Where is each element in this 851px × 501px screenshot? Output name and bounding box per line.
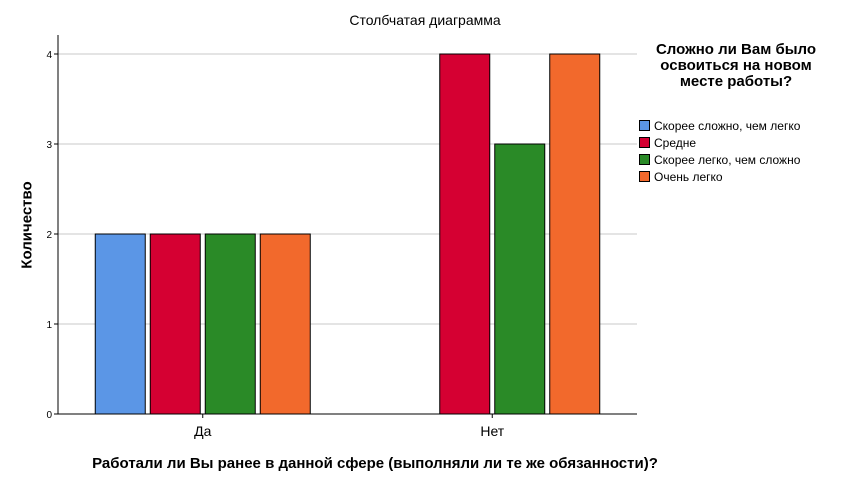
legend-label: Скорее сложно, чем легко (654, 118, 801, 133)
y-axis-label: Количество (18, 181, 36, 269)
bar (204, 233, 256, 415)
bar (259, 233, 311, 415)
bar (439, 53, 491, 415)
legend-item: Средне (639, 134, 800, 151)
legend-item: Скорее сложно, чем легко (639, 117, 800, 134)
x-axis-label: Работали ли Вы ранее в данной сфере (вып… (92, 455, 658, 472)
y-tick-label: 3 (46, 140, 52, 151)
x-tick-label: Нет (480, 423, 504, 439)
legend-swatch (639, 171, 650, 182)
legend-swatch (639, 137, 650, 148)
bar (494, 143, 546, 415)
bar (94, 233, 146, 415)
legend-label: Средне (654, 135, 697, 150)
legend-swatch (639, 154, 650, 165)
legend: Скорее сложно, чем легко Средне Скорее лег… (639, 117, 800, 185)
x-tick-label: Да (194, 423, 211, 439)
y-tick-label: 0 (46, 410, 52, 421)
legend-item: Скорее легко, чем сложно (639, 151, 800, 168)
legend-label: Очень легко (654, 169, 723, 184)
legend-label: Скорее легко, чем сложно (654, 152, 801, 167)
bar (549, 53, 601, 415)
y-tick-label: 4 (46, 50, 52, 61)
legend-swatch (639, 120, 650, 131)
legend-title: Сложно ли Вам было освоиться на новом ме… (655, 41, 817, 90)
bar (149, 233, 201, 415)
legend-item: Очень легко (639, 168, 800, 185)
y-tick-label: 1 (46, 320, 52, 331)
chart-title: Столбчатая диаграмма (349, 12, 501, 28)
y-tick-label: 2 (46, 230, 52, 241)
